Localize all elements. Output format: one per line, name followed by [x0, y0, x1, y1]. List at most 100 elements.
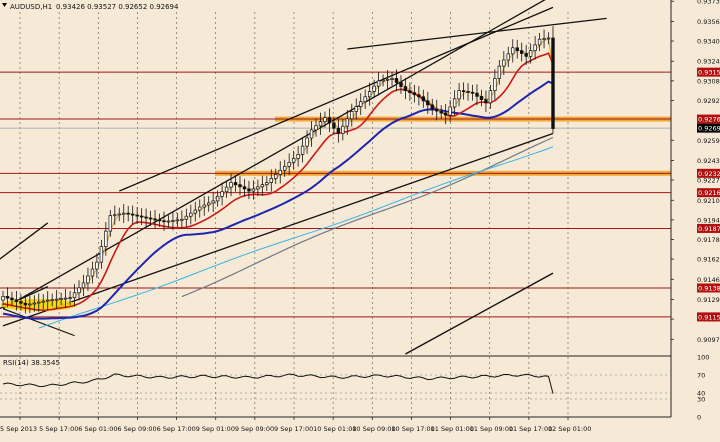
time-tick-label: 11 Sep 09:00 — [470, 425, 513, 433]
candle-body — [162, 220, 166, 223]
candle-body — [122, 212, 126, 215]
rsi-line — [2, 373, 554, 394]
candle-body — [86, 275, 90, 284]
ohlc-label: 0.93426 0.93527 0.92652 0.92694 — [56, 3, 179, 11]
candle-body — [144, 216, 148, 219]
candle-body — [412, 92, 417, 96]
candle-body — [323, 117, 327, 123]
price-labels: 0.93151 0.927680.92694 0.92325 0.92167 0.918… — [697, 67, 720, 322]
candle-body — [318, 121, 323, 127]
candle-body — [394, 78, 399, 83]
candle-body — [63, 297, 68, 300]
trend-line — [347, 17, 607, 50]
candle-body — [59, 298, 63, 300]
time-tick-label: 10 Sep 09:00 — [352, 425, 395, 433]
price-label-text: 0.91389 — [698, 284, 720, 292]
candle-body — [19, 301, 23, 304]
candle-body — [350, 111, 354, 120]
candle-body — [238, 184, 242, 188]
candle-body — [68, 297, 72, 300]
candle-body — [251, 188, 256, 192]
price-label-box — [697, 312, 720, 322]
trend-line — [119, 6, 554, 192]
time-tick-label: 6 Sep 09:00 — [117, 425, 156, 433]
candle-body — [242, 186, 247, 190]
candle-body — [81, 282, 86, 289]
candle-body — [345, 118, 350, 127]
time-tick-label: 5 Sep 2013 — [0, 425, 37, 433]
time-tick-label: 10 Sep 17:00 — [391, 425, 434, 433]
rsi-level-label: 30 — [697, 396, 705, 404]
candle-body — [229, 182, 233, 188]
candle-body — [493, 78, 497, 91]
candle-body — [430, 104, 434, 110]
candle-body — [390, 78, 394, 80]
candle-body — [327, 117, 332, 124]
moving-average-cyan — [38, 146, 554, 329]
candle-body — [90, 268, 95, 277]
candle-body — [211, 200, 215, 204]
candle-body — [5, 296, 10, 299]
candle-body — [309, 129, 314, 139]
candle-body — [278, 169, 282, 175]
candle-body — [104, 230, 108, 247]
candle-body — [14, 299, 19, 302]
candle-body — [354, 106, 358, 112]
candle-body — [130, 213, 135, 216]
candle-body — [157, 219, 162, 222]
candle-body — [72, 292, 77, 299]
price-label-text: 0.92167 — [698, 189, 720, 197]
price-tick-label: 0.91625 — [697, 256, 720, 264]
rsi-level-label: 70 — [697, 372, 705, 380]
candle-body — [113, 214, 117, 217]
candle-body — [95, 261, 99, 270]
price-tick-label: 0.93405 — [697, 38, 720, 46]
candle-body — [175, 219, 180, 222]
candle-body — [37, 301, 41, 304]
candle-body — [180, 218, 184, 221]
price-label-box — [697, 123, 720, 133]
candle-body — [443, 112, 448, 116]
rsi-level-label: 0 — [697, 414, 701, 422]
candle-body — [528, 50, 533, 57]
candle-body — [28, 303, 32, 306]
candle-body — [206, 202, 211, 206]
candle-body — [153, 218, 157, 221]
candle-body — [189, 212, 193, 217]
price-tick-label: 0.91295 — [697, 296, 720, 304]
trend-line — [2, 0, 546, 310]
price-tick-label: 0.93565 — [697, 18, 720, 26]
price-label-box — [697, 283, 720, 293]
candle-body — [417, 94, 421, 98]
candle-body — [551, 37, 555, 129]
candle-body — [108, 215, 113, 232]
trend-line — [2, 308, 75, 337]
time-tick-label: 11 Sep 01:00 — [431, 425, 474, 433]
candle-body — [247, 188, 251, 192]
price-label-box — [697, 67, 720, 77]
price-label-text: 0.92768 — [698, 116, 720, 124]
candle-body — [470, 91, 475, 94]
rsi-level-label: 100 — [697, 354, 709, 362]
time-tick-label: 5 Sep 17:00 — [39, 425, 78, 433]
candle-body — [300, 145, 305, 155]
chart-menu-triangle-icon[interactable] — [2, 3, 7, 7]
rsi-label: RSI(14) 38.3545 — [3, 359, 60, 367]
candle-body — [224, 186, 229, 193]
candle-body — [439, 110, 443, 114]
candle-body — [148, 217, 153, 220]
candle-body — [193, 209, 197, 214]
rsi-level-label: 40 — [697, 390, 705, 398]
candle-body — [497, 65, 502, 79]
price-label-text: 0.93151 — [698, 69, 720, 77]
time-tick-label: 12 Sep 01:00 — [548, 425, 591, 433]
candle-body — [502, 59, 506, 67]
price-label-text: 0.91153 — [698, 313, 720, 321]
candle-body — [23, 302, 28, 306]
candle-body — [341, 125, 345, 134]
candle-body — [399, 82, 403, 87]
candle-body — [41, 300, 45, 303]
candle-body — [336, 127, 341, 134]
price-tick-label: 0.92595 — [697, 137, 720, 145]
